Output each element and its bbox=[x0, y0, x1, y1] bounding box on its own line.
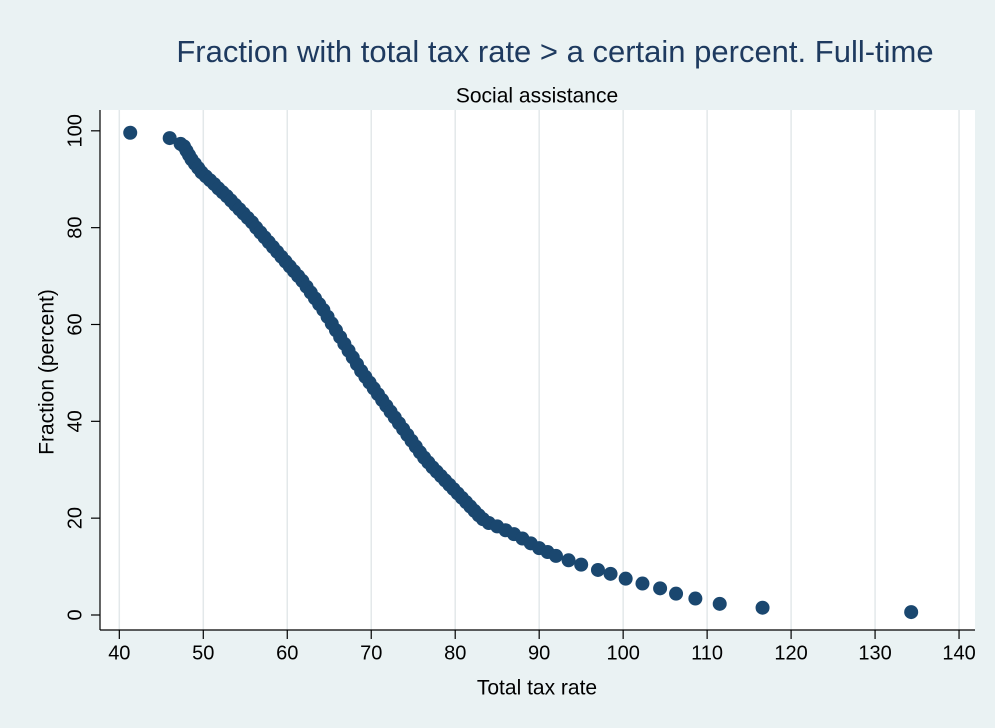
y-tick-label: 80 bbox=[64, 217, 86, 239]
x-tick-label: 140 bbox=[942, 642, 975, 664]
x-tick-label: 120 bbox=[774, 642, 807, 664]
x-tick-label: 100 bbox=[606, 642, 639, 664]
y-tick-label: 40 bbox=[64, 410, 86, 432]
point bbox=[669, 586, 684, 601]
point bbox=[618, 571, 633, 586]
x-tick-label: 130 bbox=[858, 642, 891, 664]
y-axis-label: Fraction (percent) bbox=[36, 289, 59, 455]
point bbox=[688, 591, 703, 606]
y-tick-label: 20 bbox=[64, 507, 86, 529]
x-axis-label: Total tax rate bbox=[477, 677, 597, 700]
x-tick-label: 40 bbox=[108, 642, 130, 664]
y-tick-label: 100 bbox=[64, 114, 86, 147]
point bbox=[123, 125, 138, 140]
point bbox=[162, 131, 177, 146]
y-tick-label: 60 bbox=[64, 313, 86, 335]
point bbox=[561, 553, 576, 568]
y-tick-label: 0 bbox=[64, 609, 86, 620]
point bbox=[548, 548, 563, 563]
chart-title: Fraction with total tax rate > a certain… bbox=[176, 34, 933, 69]
x-tick-label: 50 bbox=[192, 642, 214, 664]
x-tick-label: 70 bbox=[360, 642, 382, 664]
point bbox=[635, 576, 650, 591]
point bbox=[653, 581, 668, 596]
chart-subtitle: Social assistance bbox=[456, 85, 618, 108]
point bbox=[904, 605, 919, 620]
point bbox=[574, 557, 589, 572]
x-tick-label: 110 bbox=[691, 642, 723, 664]
x-tick-label: 60 bbox=[276, 642, 298, 664]
point bbox=[755, 600, 770, 615]
point bbox=[712, 596, 727, 611]
point bbox=[590, 562, 605, 577]
x-tick-label: 90 bbox=[528, 642, 550, 664]
x-tick-label: 80 bbox=[444, 642, 466, 664]
point bbox=[603, 566, 618, 581]
